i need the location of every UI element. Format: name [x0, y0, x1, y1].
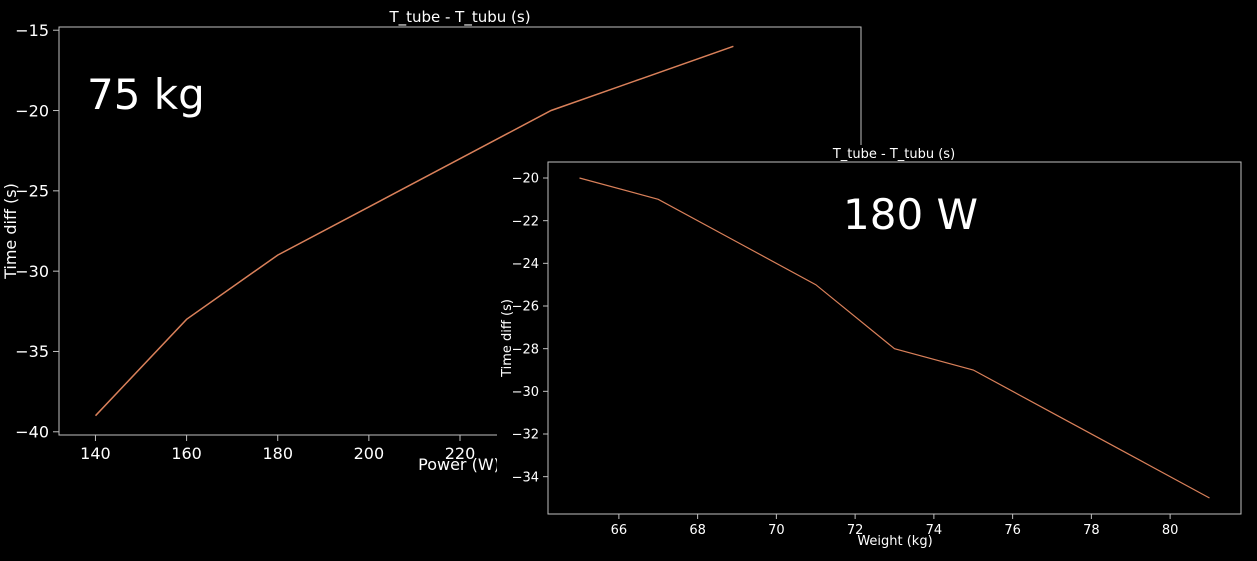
chart-annotation: 180 W [843, 190, 978, 239]
y-tick-label: −24 [512, 257, 539, 272]
y-tick-label: −15 [15, 21, 49, 40]
chart-title: T_tube - T_tubu (s) [388, 8, 530, 27]
x-tick-label: 78 [1083, 523, 1100, 538]
y-tick-label: −20 [15, 101, 49, 120]
x-tick-label: 140 [80, 444, 111, 463]
chart-title: T_tube - T_tubu (s) [832, 147, 955, 162]
x-axis-ticks: 66 68 70 72 74 76 78 80 [611, 514, 1179, 538]
x-tick-label: 72 [847, 523, 864, 538]
y-axis-ticks: −20 −22 −24 −26 −28 −30 −32 −34 [512, 172, 548, 485]
power-chart: T_tube - T_tubu (s) −15 −20 −25 −30 −35 −40 1… [1, 8, 862, 474]
y-tick-label: −20 [512, 172, 539, 187]
x-tick-label: 200 [354, 444, 385, 463]
y-tick-label: −25 [15, 182, 49, 201]
x-tick-label: 68 [689, 523, 706, 538]
y-tick-label: −34 [512, 470, 539, 485]
x-tick-label: 74 [926, 523, 943, 538]
x-axis-label: Power (W) [418, 455, 500, 474]
y-axis-label: Time diff (s) [1, 183, 20, 280]
x-tick-label: 70 [768, 523, 785, 538]
chart-annotation: 75 kg [87, 70, 205, 119]
y-axis-label: Time diff (s) [500, 299, 515, 378]
weight-chart: T_tube - T_tubu (s) −20 −22 −24 −26 −28 −30 −3… [497, 145, 1257, 561]
x-tick-label: 220 [445, 444, 476, 463]
x-tick-label: 160 [171, 444, 202, 463]
x-tick-label: 80 [1162, 523, 1179, 538]
y-tick-label: −22 [512, 214, 539, 229]
y-tick-label: −30 [512, 385, 539, 400]
series-line [94, 45, 734, 417]
y-tick-label: −35 [15, 342, 49, 361]
x-tick-label: 76 [1004, 523, 1021, 538]
chart-background [497, 145, 1257, 561]
x-axis-ticks: 140 160 180 200 220 [80, 435, 475, 463]
y-tick-label: −30 [15, 262, 49, 281]
y-tick-label: −28 [512, 342, 539, 357]
series-line [579, 177, 1210, 499]
plot-frame [547, 161, 1242, 515]
y-tick-label: −26 [512, 300, 539, 315]
y-axis-ticks: −15 −20 −25 −30 −35 −40 [15, 21, 59, 442]
y-tick-label: −32 [512, 428, 539, 443]
x-tick-label: 180 [262, 444, 293, 463]
y-tick-label: −40 [15, 423, 49, 442]
x-tick-label: 66 [611, 523, 628, 538]
x-axis-label: Weight (kg) [857, 534, 932, 549]
